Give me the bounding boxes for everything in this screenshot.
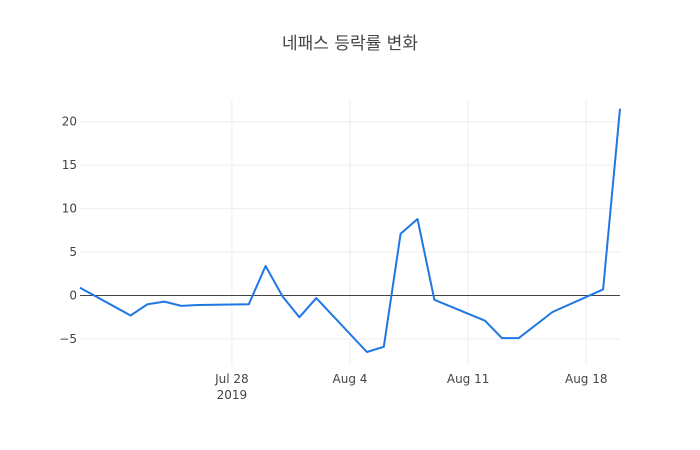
- y-tick-label: 5: [69, 245, 77, 259]
- series-layer: [79, 108, 621, 353]
- x-tick-label: Jul 28: [214, 372, 249, 386]
- x-tick-sublabel: 2019: [217, 388, 248, 402]
- y-tick-label: 15: [62, 158, 77, 172]
- y-axis-ticks: −5 0 5 10 15 20: [59, 115, 77, 346]
- x-axis-ticks: Jul 28 2019 Aug 4 Aug 11 Aug 18: [214, 372, 607, 402]
- y-tick-label: 10: [62, 202, 77, 216]
- chart-title: 네패스 등락률 변화: [282, 34, 418, 54]
- y-tick-label: 20: [62, 115, 77, 129]
- series-line: [79, 108, 621, 353]
- x-tick-label: Aug 11: [447, 372, 490, 386]
- y-tick-label: 0: [69, 288, 77, 302]
- x-tick-label: Aug 18: [565, 372, 608, 386]
- y-tick-label: −5: [59, 332, 77, 346]
- gridlines: [80, 100, 620, 365]
- x-tick-label: Aug 4: [333, 372, 368, 386]
